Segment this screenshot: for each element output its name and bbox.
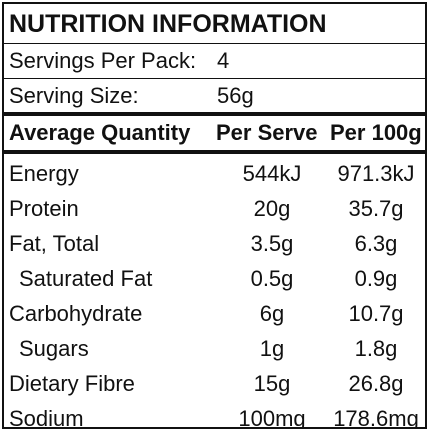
nutrient-row-fat-total: Fat, Total 3.5g 6.3g <box>4 226 425 261</box>
nutrient-per-100g: 35.7g <box>348 196 404 221</box>
nutrient-name: Fat, Total <box>9 231 100 256</box>
nutrient-per-serve: 1g <box>259 336 285 361</box>
nutrient-per-100g: 0.9g <box>354 266 398 291</box>
nutrient-row-sodium: Sodium 100mg 178.6mg <box>4 401 425 429</box>
nutrient-per-100g: 178.6mg <box>333 406 419 429</box>
panel-title: NUTRITION INFORMATION <box>9 10 327 38</box>
servings-label: Servings Per Pack: <box>9 48 197 73</box>
nutrition-panel: NUTRITION INFORMATION Servings Per Pack:… <box>2 2 427 429</box>
serving-size-label: Serving Size: <box>9 83 139 108</box>
nutrient-row-energy: Energy 544kJ 971.3kJ <box>4 156 425 191</box>
nutrient-per-serve: 100mg <box>238 406 306 429</box>
nutrient-name: Sugars <box>19 336 89 361</box>
nutrient-per-serve: 544kJ <box>242 161 302 186</box>
nutrient-row-protein: Protein 20g 35.7g <box>4 191 425 226</box>
nutrient-per-serve: 0.5g <box>250 266 294 291</box>
nutrient-row-sugars: Sugars 1g 1.8g <box>4 331 425 366</box>
nutrient-row-dietary-fibre: Dietary Fibre 15g 26.8g <box>4 366 425 401</box>
nutrient-name: Sodium <box>9 406 84 429</box>
nutrient-name: Carbohydrate <box>9 301 143 326</box>
nutrient-per-100g: 10.7g <box>348 301 404 326</box>
nutrient-row-carbohydrate: Carbohydrate 6g 10.7g <box>4 296 425 331</box>
nutrient-per-serve: 20g <box>253 196 291 221</box>
nutrient-per-100g: 6.3g <box>354 231 398 256</box>
divider-header-bottom <box>4 150 425 154</box>
nutrient-row-saturated-fat: Saturated Fat 0.5g 0.9g <box>4 261 425 296</box>
nutrient-per-serve: 6g <box>259 301 285 326</box>
nutrient-per-serve: 15g <box>253 371 291 396</box>
divider-header-top <box>4 112 425 116</box>
column-header-per-serve: Per Serve <box>216 120 318 145</box>
nutrient-name: Energy <box>9 161 79 186</box>
nutrient-name: Protein <box>9 196 79 221</box>
servings-value: 4 <box>217 48 230 73</box>
nutrient-per-serve: 3.5g <box>250 231 294 256</box>
column-header-per-100g: Per 100g <box>330 120 422 145</box>
column-header-quantity: Average Quantity <box>9 120 191 145</box>
nutrient-per-100g: 26.8g <box>348 371 404 396</box>
nutrient-per-100g: 971.3kJ <box>337 161 415 186</box>
nutrient-name: Dietary Fibre <box>9 371 135 396</box>
nutrient-name: Saturated Fat <box>19 266 153 291</box>
divider-title <box>4 43 425 44</box>
nutrient-per-100g: 1.8g <box>354 336 398 361</box>
divider-servings <box>4 78 425 79</box>
serving-size-value: 56g <box>217 83 254 108</box>
